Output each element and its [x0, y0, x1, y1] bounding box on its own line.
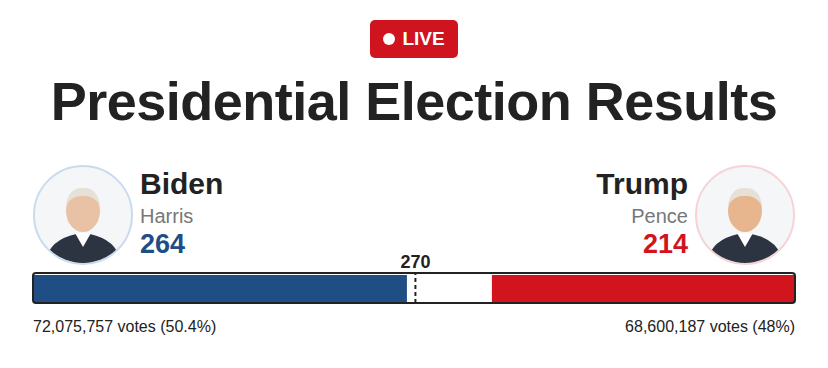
html-text:Presidential Election Results: Presidential Election Results: [50, 71, 778, 131]
html-text:68,600,187 votes (48%): 68,600,187 votes (48%): [625, 318, 795, 335]
html-text:Biden: Biden: [140, 167, 224, 200]
html-text:Trump: Trump: [596, 167, 688, 200]
svg-text:270: 270: [400, 252, 430, 272]
html-text:LIVE: LIVE: [402, 28, 445, 49]
html-text:Harris: Harris: [140, 205, 194, 227]
html-text:264: 264: [140, 229, 186, 259]
html-text:Pence: Pence: [631, 205, 688, 227]
html-text:72,075,757 votes (50.4%): 72,075,757 votes (50.4%): [33, 318, 217, 335]
html-text:214: 214: [642, 229, 688, 259]
